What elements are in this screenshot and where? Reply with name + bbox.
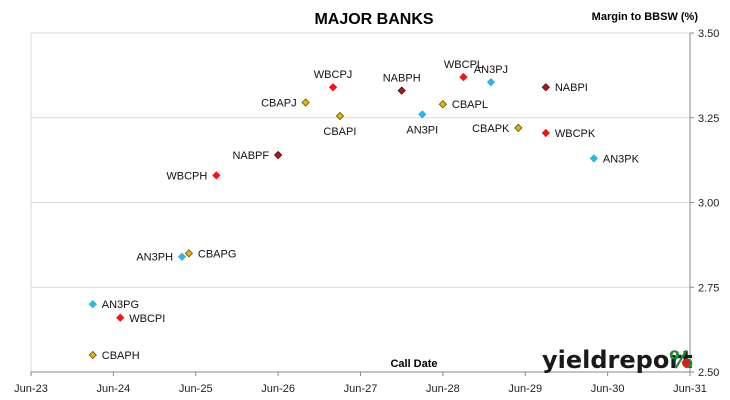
data-point-an3pk xyxy=(589,154,599,163)
data-label-an3pk: AN3PK xyxy=(603,153,640,165)
x-axis-title: Call Date xyxy=(390,358,437,370)
data-label-nabph: NABPH xyxy=(383,73,421,85)
x-tick-label: Jun-26 xyxy=(261,383,295,395)
logo-percent-dot-icon xyxy=(682,359,690,367)
x-tick-label: Jun-24 xyxy=(97,383,131,395)
x-tick-label: Jun-31 xyxy=(673,383,707,395)
y-axis-title: Margin to BBSW (%) xyxy=(592,11,699,23)
data-label-cbaph: CBAPH xyxy=(102,350,140,362)
y-tick-label: 3.25 xyxy=(698,113,719,125)
y-tick-label: 2.75 xyxy=(698,282,719,294)
data-label-an3pi: AN3PI xyxy=(406,124,438,136)
data-point-nabph xyxy=(397,86,406,95)
data-point-nabpi xyxy=(541,83,551,92)
data-point-an3pj xyxy=(486,77,496,87)
data-point-an3ph xyxy=(177,252,187,261)
data-label-nabpi: NABPI xyxy=(555,82,588,94)
data-label-wbcpl: WBCPL xyxy=(444,59,483,71)
data-point-cbapk xyxy=(514,123,523,133)
data-label-an3pj: AN3PJ xyxy=(474,64,508,76)
y-tick-label: 3.00 xyxy=(698,198,719,210)
data-label-wbcpi: WBCPI xyxy=(129,313,165,325)
yieldreport-logo-text: yieldreport xyxy=(542,346,693,374)
data-label-cbapj: CBAPJ xyxy=(261,97,296,109)
chart-title: MAJOR BANKS xyxy=(314,11,433,28)
data-label-cbapk: CBAPK xyxy=(472,123,510,135)
data-label-nabpf: NABPF xyxy=(232,150,269,162)
data-point-cbapg xyxy=(184,249,194,258)
data-label-wbcph: WBCPH xyxy=(166,170,207,182)
x-tick-label: Jun-25 xyxy=(179,383,213,395)
data-point-cbaph xyxy=(88,350,97,360)
data-point-nabpf xyxy=(273,150,283,160)
x-tick-label: Jun-23 xyxy=(14,383,48,395)
data-point-an3pg xyxy=(88,300,97,309)
data-point-wbcph xyxy=(212,171,221,180)
data-label-cbapi: CBAPI xyxy=(323,126,356,138)
data-point-cbapi xyxy=(335,111,345,121)
data-point-cbapj xyxy=(301,98,310,107)
data-label-wbcpk: WBCPK xyxy=(555,128,596,140)
x-tick-label: Jun-30 xyxy=(591,383,625,395)
y-tick-label: 2.50 xyxy=(698,367,719,379)
data-label-an3ph: AN3PH xyxy=(136,252,173,264)
data-point-wbcpi xyxy=(116,313,125,322)
data-label-cbapl: CBAPL xyxy=(452,99,488,111)
y-tick-label: 3.50 xyxy=(698,28,719,40)
data-label-an3pg: AN3PG xyxy=(102,299,139,311)
data-point-wbcpj xyxy=(328,83,338,92)
logo-percent-icon: % xyxy=(669,346,693,374)
x-tick-label: Jun-29 xyxy=(508,383,542,395)
data-label-cbapg: CBAPG xyxy=(198,248,237,260)
data-point-wbcpk xyxy=(541,128,551,138)
x-tick-label: Jun-27 xyxy=(344,383,378,395)
x-tick-label: Jun-28 xyxy=(426,383,460,395)
data-point-wbcpl xyxy=(459,72,468,82)
data-label-wbcpj: WBCPJ xyxy=(314,69,353,81)
data-point-cbapl xyxy=(438,100,448,109)
data-point-an3pi xyxy=(418,110,427,119)
